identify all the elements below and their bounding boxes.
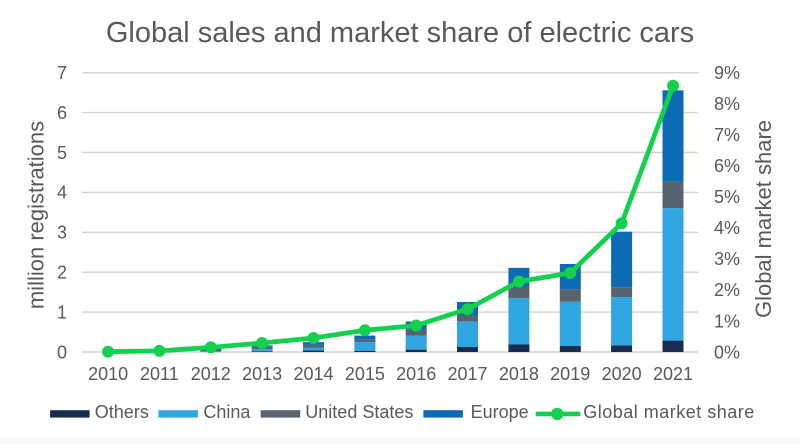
svg-text:4%: 4% xyxy=(714,218,740,238)
svg-text:9%: 9% xyxy=(714,63,740,83)
svg-text:5: 5 xyxy=(57,143,67,163)
svg-text:2: 2 xyxy=(57,263,67,283)
svg-text:7%: 7% xyxy=(714,125,740,145)
svg-text:2017: 2017 xyxy=(447,364,487,384)
svg-text:China: China xyxy=(203,402,251,422)
svg-text:Global sales and market share: Global sales and market share of electri… xyxy=(106,17,694,49)
svg-text:0: 0 xyxy=(57,342,67,362)
svg-text:2011: 2011 xyxy=(140,364,179,384)
svg-text:7: 7 xyxy=(57,63,67,83)
svg-text:6%: 6% xyxy=(714,156,740,176)
svg-text:8%: 8% xyxy=(714,94,740,114)
svg-text:2013: 2013 xyxy=(242,364,282,384)
svg-text:2021: 2021 xyxy=(653,364,693,384)
svg-text:United States: United States xyxy=(305,402,413,422)
svg-text:2%: 2% xyxy=(714,280,740,300)
svg-text:million registrations: million registrations xyxy=(24,121,49,309)
svg-text:2016: 2016 xyxy=(396,364,436,384)
svg-text:6: 6 xyxy=(57,103,67,123)
svg-text:5%: 5% xyxy=(714,187,740,207)
svg-text:2019: 2019 xyxy=(550,364,590,384)
svg-text:2014: 2014 xyxy=(293,364,333,384)
svg-text:Global market share: Global market share xyxy=(751,120,776,318)
svg-text:4: 4 xyxy=(57,183,67,203)
svg-text:Europe: Europe xyxy=(471,402,529,422)
svg-text:2012: 2012 xyxy=(191,364,231,384)
svg-text:3: 3 xyxy=(57,223,67,243)
svg-text:Others: Others xyxy=(95,402,149,422)
svg-text:1%: 1% xyxy=(714,311,740,331)
svg-text:2020: 2020 xyxy=(602,364,642,384)
svg-text:Global market share: Global market share xyxy=(583,402,755,422)
svg-text:3%: 3% xyxy=(714,249,740,269)
svg-text:2010: 2010 xyxy=(88,364,128,384)
svg-text:2015: 2015 xyxy=(345,364,385,384)
svg-text:1: 1 xyxy=(57,302,67,322)
svg-text:0%: 0% xyxy=(714,342,740,362)
svg-text:2018: 2018 xyxy=(499,364,539,384)
